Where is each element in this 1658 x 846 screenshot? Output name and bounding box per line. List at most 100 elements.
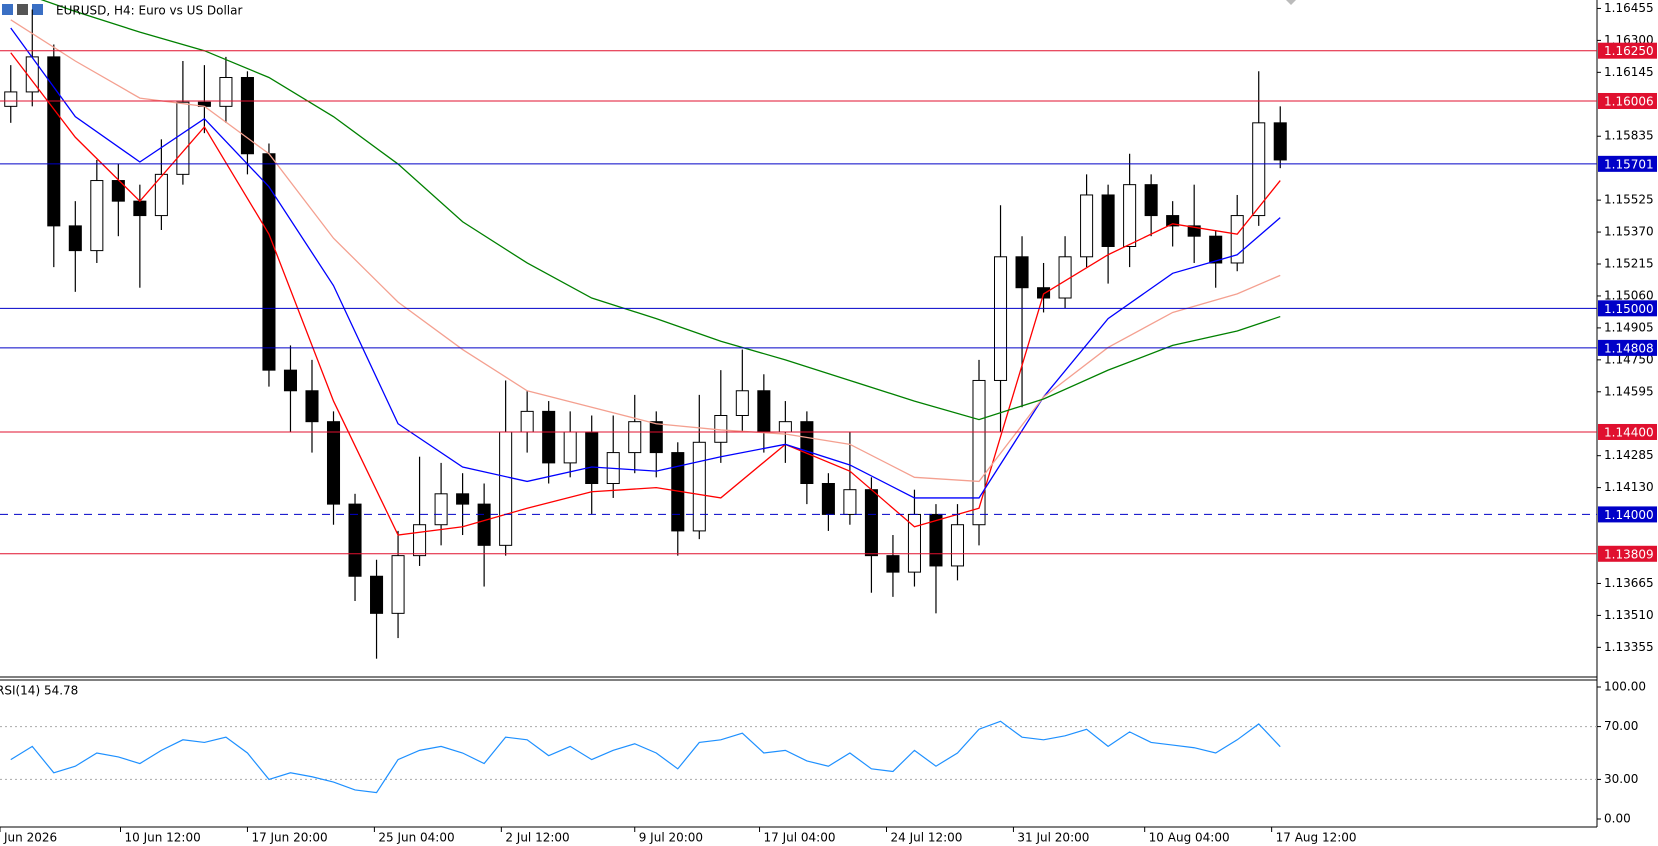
y-tick-label: 1.16455: [1604, 1, 1654, 15]
candle-body: [864, 489, 878, 557]
candle-body: [1015, 256, 1029, 289]
candle-body: [994, 256, 1008, 381]
y-tick-label: 1.14285: [1604, 448, 1654, 462]
rsi-panel: [0, 720, 1597, 794]
level-label-box: [1598, 155, 1657, 172]
candle-body: [757, 390, 771, 433]
candle-body: [929, 513, 943, 567]
level-label: 1.16250: [1604, 44, 1654, 58]
y-tick-label: 1.13510: [1604, 608, 1654, 622]
level-label-box: [1598, 545, 1657, 562]
x-tick-label: Jun 2026: [3, 831, 57, 845]
candle-body: [1058, 256, 1072, 299]
candle-body: [1144, 184, 1158, 217]
x-tick-label: 10 Jun 12:00: [124, 831, 200, 845]
level-label: 1.15000: [1604, 302, 1654, 316]
y-tick-label: 1.14595: [1604, 384, 1654, 398]
y-tick-label: 0.00: [1604, 812, 1631, 826]
x-tick-label: 25 Jun 04:00: [378, 831, 454, 845]
candle-body: [326, 421, 341, 505]
y-tick-label: 1.13665: [1604, 576, 1654, 590]
candle-body: [1273, 122, 1287, 161]
candle-body: [1037, 287, 1051, 299]
level-label-box: [1598, 92, 1657, 109]
candle-body: [972, 379, 986, 526]
candle-body: [90, 180, 104, 252]
x-tick-label: 17 Jul 04:00: [764, 831, 836, 845]
candle-body: [1230, 215, 1244, 264]
icon: [32, 4, 43, 15]
candle-body: [154, 173, 168, 217]
y-tick-label: 1.15370: [1604, 225, 1654, 239]
candle-body: [477, 503, 491, 546]
level-label-box: [1598, 423, 1657, 440]
y-tick-label: 1.14130: [1604, 480, 1654, 494]
moving-average: [10, 27, 1281, 499]
level-label: 1.14808: [1604, 341, 1654, 355]
moving-average: [10, 19, 1281, 483]
candle-body: [176, 101, 190, 175]
candle-body: [1101, 194, 1115, 247]
candle-body: [1123, 184, 1137, 247]
shift-marker: [1286, 0, 1296, 5]
candle-body: [348, 503, 362, 577]
level-label: 1.15701: [1604, 157, 1654, 171]
candle-body: [283, 369, 297, 392]
level-label: 1.13809: [1604, 547, 1654, 561]
x-tick-label: 24 Jul 12:00: [890, 831, 962, 845]
candle-body: [1166, 215, 1180, 227]
level-label-box: [1598, 42, 1657, 59]
candle-body: [1187, 225, 1201, 237]
y-tick-label: 1.15060: [1604, 288, 1654, 302]
candle-body: [778, 421, 792, 433]
candle-body: [499, 431, 513, 546]
candle-body: [413, 524, 427, 557]
price-panel: [0, 0, 1597, 659]
y-tick-label: 30.00: [1604, 772, 1638, 786]
candle-body: [563, 431, 577, 464]
candle-body: [219, 76, 233, 107]
candle-body: [542, 410, 556, 464]
level-label-box: [1598, 506, 1657, 523]
rsi-line: [10, 720, 1281, 794]
x-tick-label: 17 Aug 12:00: [1276, 831, 1357, 845]
candle-body: [886, 555, 900, 573]
candle-body: [1080, 194, 1094, 258]
candle-body: [1209, 235, 1223, 264]
chart-title: EURUSD, H4: Euro vs US Dollar: [56, 4, 242, 18]
level-label: 1.14000: [1604, 508, 1654, 522]
candle-body: [47, 56, 61, 227]
candle-body: [370, 575, 384, 614]
candle-body: [68, 225, 82, 252]
candle-body: [735, 390, 749, 416]
candle-body: [391, 555, 405, 614]
candle-body: [4, 91, 18, 107]
y-tick-label: 100.00: [1604, 680, 1646, 694]
y-tick-label: 1.14905: [1604, 320, 1654, 334]
x-tick-label: 9 Jul 20:00: [639, 831, 703, 845]
candle-body: [305, 390, 319, 423]
candle-body: [821, 483, 835, 515]
candle-body: [434, 493, 448, 526]
x-tick-label: 10 Aug 04:00: [1149, 831, 1230, 845]
level-label-box: [1598, 339, 1657, 356]
x-tick-label: 2 Jul 12:00: [505, 831, 569, 845]
level-label: 1.16006: [1604, 94, 1654, 108]
candle-body: [585, 431, 599, 485]
y-tick-label: 1.15835: [1604, 129, 1654, 143]
y-tick-label: 1.15525: [1604, 193, 1654, 207]
candle-body: [692, 441, 706, 532]
level-label: 1.14400: [1604, 425, 1654, 439]
candle-body: [133, 200, 147, 217]
y-tick-label: 70.00: [1604, 719, 1638, 733]
candle-body: [1252, 122, 1266, 217]
symbol-icons: [2, 4, 43, 15]
candle-body: [950, 524, 965, 567]
candle-body: [628, 421, 642, 454]
candle-body: [520, 410, 534, 433]
icon: [2, 4, 13, 15]
